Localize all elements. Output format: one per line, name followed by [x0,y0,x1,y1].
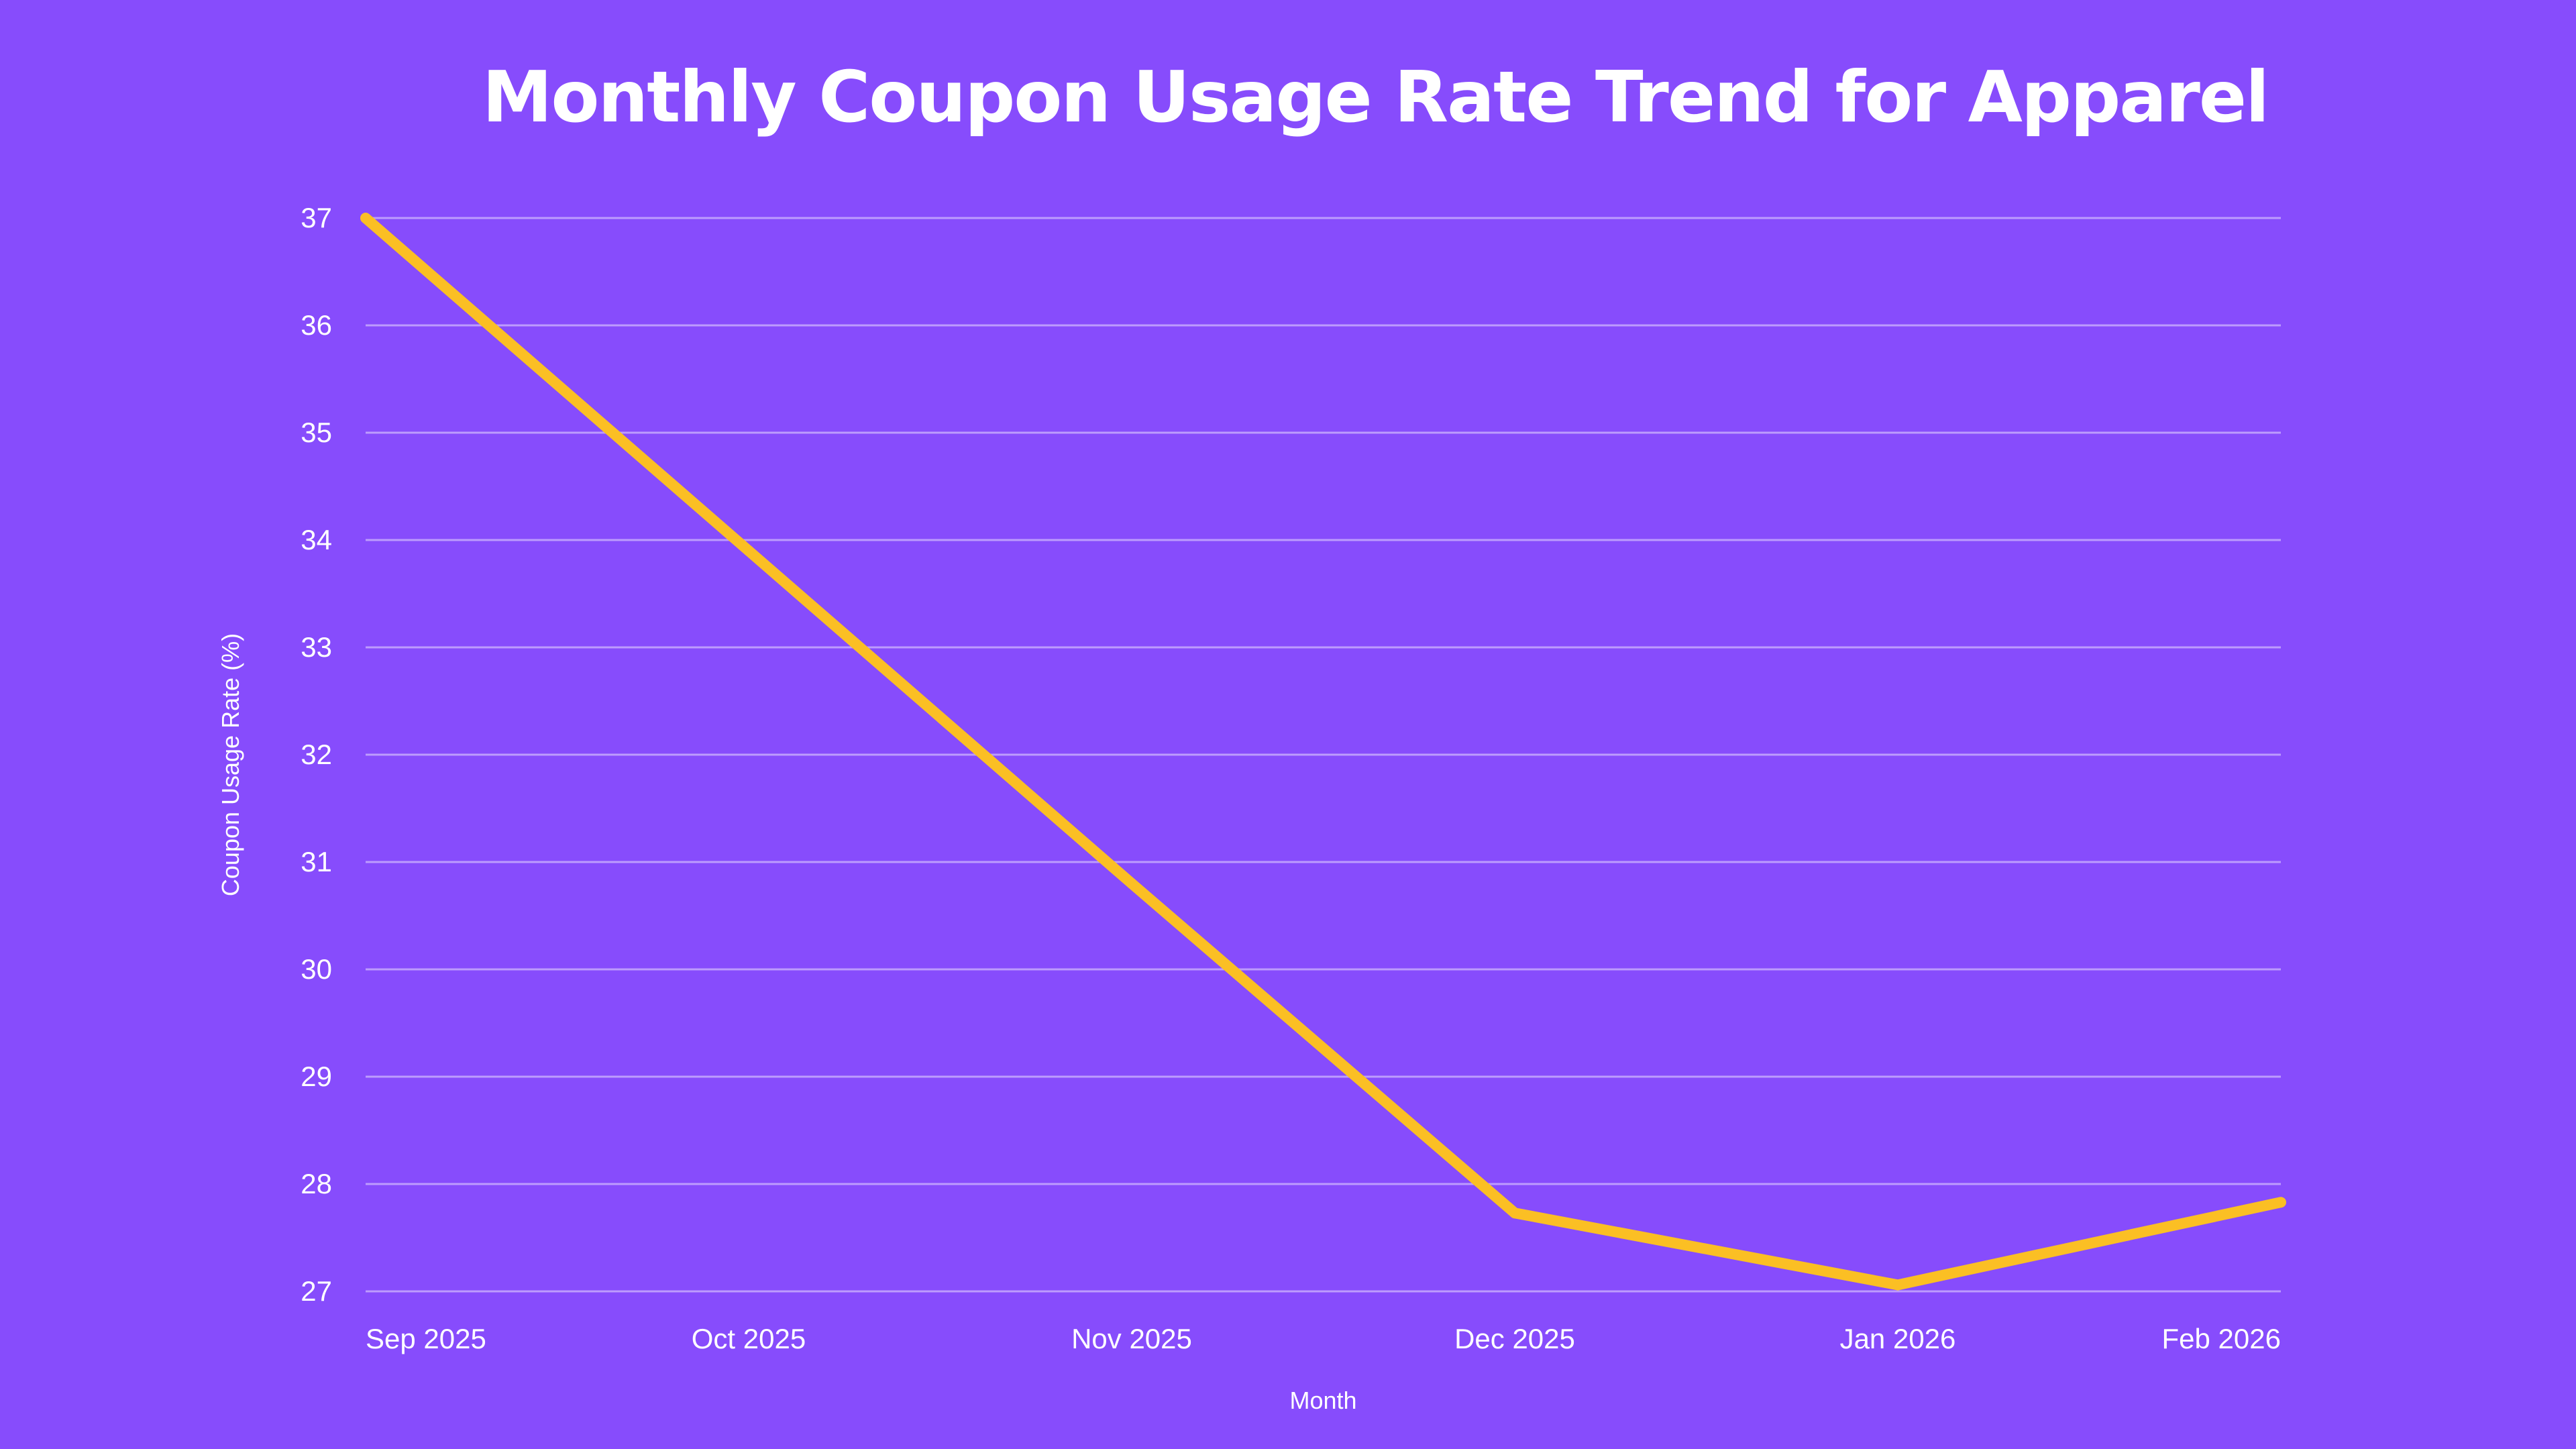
y-tick-label: 28 [301,1168,332,1199]
x-tick-label: Oct 2025 [692,1323,806,1354]
y-tick-label: 27 [301,1275,332,1307]
x-tick-label: Nov 2025 [1071,1323,1192,1354]
series-line [362,213,2282,1291]
data-point [1126,878,1137,889]
data-point [743,545,754,556]
x-axis-title: Month [1289,1387,1356,1414]
gridlines [366,217,2281,1293]
data-point [2275,1197,2286,1208]
y-tick-label: 35 [301,417,332,448]
x-tick-label: Sep 2025 [366,1323,486,1354]
y-tick-label: 31 [301,846,332,877]
data-point [1509,1208,1520,1219]
y-tick-label: 33 [301,631,332,663]
y-tick-label: 37 [301,202,332,233]
y-tick-label: 34 [301,524,332,555]
y-tick-label: 36 [301,309,332,341]
x-tick-label: Feb 2026 [2162,1323,2281,1354]
x-axis-ticks: Sep 2025 Oct 2025 Nov 2025 Dec 2025 Jan 2026… [366,1323,2281,1354]
data-point [360,213,371,223]
data-point [1892,1279,1903,1291]
y-axis-ticks: 27 28 29 30 31 32 33 34 35 36 37 [301,202,332,1307]
chart-title: Monthly Coupon Usage Rate Trend for Appa… [482,56,2269,138]
series-layer [360,213,2286,1291]
x-tick-label: Dec 2025 [1454,1323,1575,1354]
y-tick-label: 29 [301,1061,332,1092]
y-tick-label: 32 [301,739,332,770]
y-axis-title: Coupon Usage Rate (%) [217,633,244,896]
y-tick-label: 30 [301,953,332,985]
x-tick-label: Jan 2026 [1840,1323,1956,1354]
